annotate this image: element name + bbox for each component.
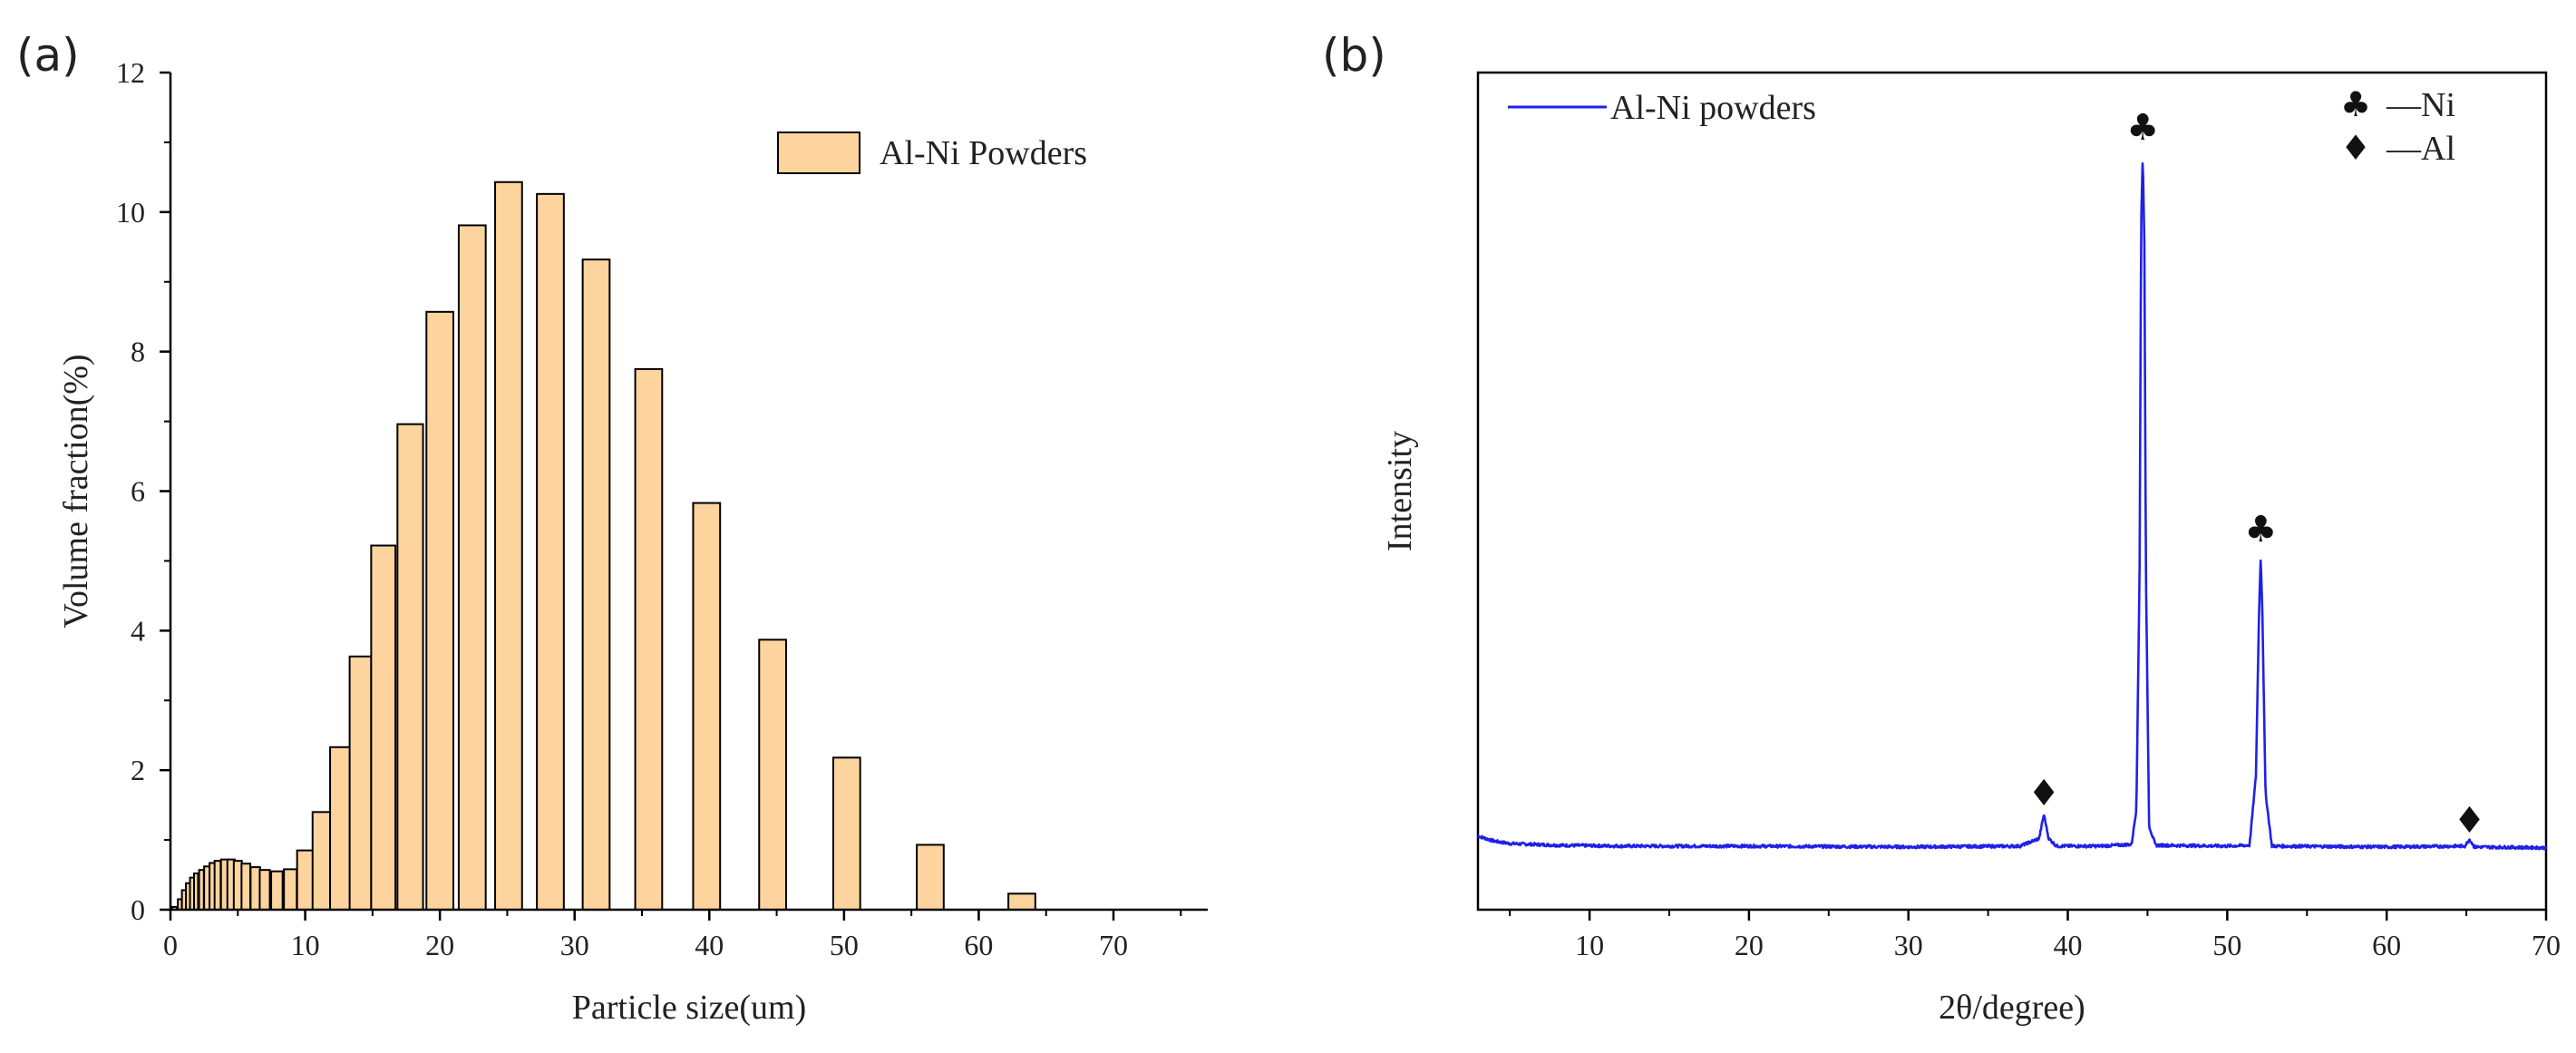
bar xyxy=(240,863,252,910)
ni-peak-marker-icon: ♣ xyxy=(2244,509,2277,551)
bar xyxy=(249,866,261,910)
symbol-legend-label: —Al xyxy=(2386,130,2455,168)
ni-legend-icon: ♣ xyxy=(2340,84,2371,124)
y-tick-label: 2 xyxy=(131,754,145,786)
x-tick-label: 30 xyxy=(1894,929,1923,961)
x-tick-label: 20 xyxy=(1735,929,1764,961)
bar xyxy=(494,180,523,910)
x-axis-label: 2θ/degree) xyxy=(1939,989,2085,1027)
bar xyxy=(170,905,179,910)
chart-b-xrd: ♣♣♦♦10 20 30 40 50 60 702θ/degree)IntensityAl-… xyxy=(1381,71,2561,1027)
legend-label: Al-Ni Powders xyxy=(880,134,1087,172)
bar xyxy=(457,224,487,910)
x-tick-label: 20 xyxy=(425,929,454,961)
x-tick-label: 70 xyxy=(1099,929,1128,961)
bar xyxy=(348,655,373,910)
legend-label: Al-Ni powders xyxy=(1610,89,1816,127)
bar xyxy=(425,310,454,910)
x-tick-label: 60 xyxy=(964,929,993,961)
panel-a-label: (a) xyxy=(16,29,80,82)
bar xyxy=(370,544,397,910)
bar xyxy=(1007,892,1036,910)
chart-a-bars xyxy=(170,180,1036,910)
y-tick-label: 12 xyxy=(116,56,145,89)
bar xyxy=(396,423,424,910)
chart-b-frame xyxy=(1476,71,2548,912)
bar xyxy=(193,873,199,910)
y-tick-label: 6 xyxy=(131,475,145,508)
legend-swatch xyxy=(777,132,860,174)
x-tick-label: 70 xyxy=(2532,929,2561,961)
bar xyxy=(692,502,722,910)
bar xyxy=(213,860,222,910)
ni-peak-marker-icon: ♣ xyxy=(2126,107,2159,149)
bar xyxy=(916,843,945,910)
bar xyxy=(311,811,332,910)
x-tick-label: 10 xyxy=(291,929,320,961)
bar xyxy=(296,849,315,910)
x-tick-label: 40 xyxy=(2054,929,2083,961)
x-axis-label: Particle size(um) xyxy=(572,989,807,1027)
bar xyxy=(258,869,271,910)
al-peak-marker-icon: ♦ xyxy=(2454,800,2486,842)
y-tick-label: 4 xyxy=(131,614,145,647)
x-tick-label: 0 xyxy=(163,929,178,961)
al-peak-marker-icon: ♦ xyxy=(2027,773,2060,814)
bar xyxy=(283,868,298,910)
x-tick-label: 50 xyxy=(830,929,859,961)
bar xyxy=(329,746,352,910)
bar xyxy=(536,192,565,910)
al-legend-icon: ♦ xyxy=(2340,128,2371,168)
bar xyxy=(581,258,611,910)
bar xyxy=(758,639,787,910)
symbol-legend-label: —Ni xyxy=(2386,86,2455,124)
x-tick-label: 30 xyxy=(560,929,589,961)
y-tick-label: 8 xyxy=(131,336,145,368)
bar xyxy=(831,756,861,910)
y-axis-label: Volume fraction(%) xyxy=(57,354,95,628)
y-axis-label: Intensity xyxy=(1381,431,1419,551)
xrd-series-line xyxy=(1477,161,2548,851)
x-tick-label: 50 xyxy=(2212,929,2241,961)
chart-a-particle-size: 0 10 20 30 40 50 60 70 0 2 4 6 8 10 12 Particle size(um… xyxy=(57,56,1208,1027)
bar xyxy=(634,367,664,910)
bar xyxy=(198,869,205,910)
panel-b-label: (b) xyxy=(1322,29,1386,82)
x-tick-label: 10 xyxy=(1575,929,1604,961)
x-tick-label: 40 xyxy=(695,929,724,961)
x-tick-label: 60 xyxy=(2372,929,2401,961)
y-tick-label: 10 xyxy=(116,196,145,229)
y-tick-label: 0 xyxy=(131,893,145,926)
bar xyxy=(270,870,284,910)
